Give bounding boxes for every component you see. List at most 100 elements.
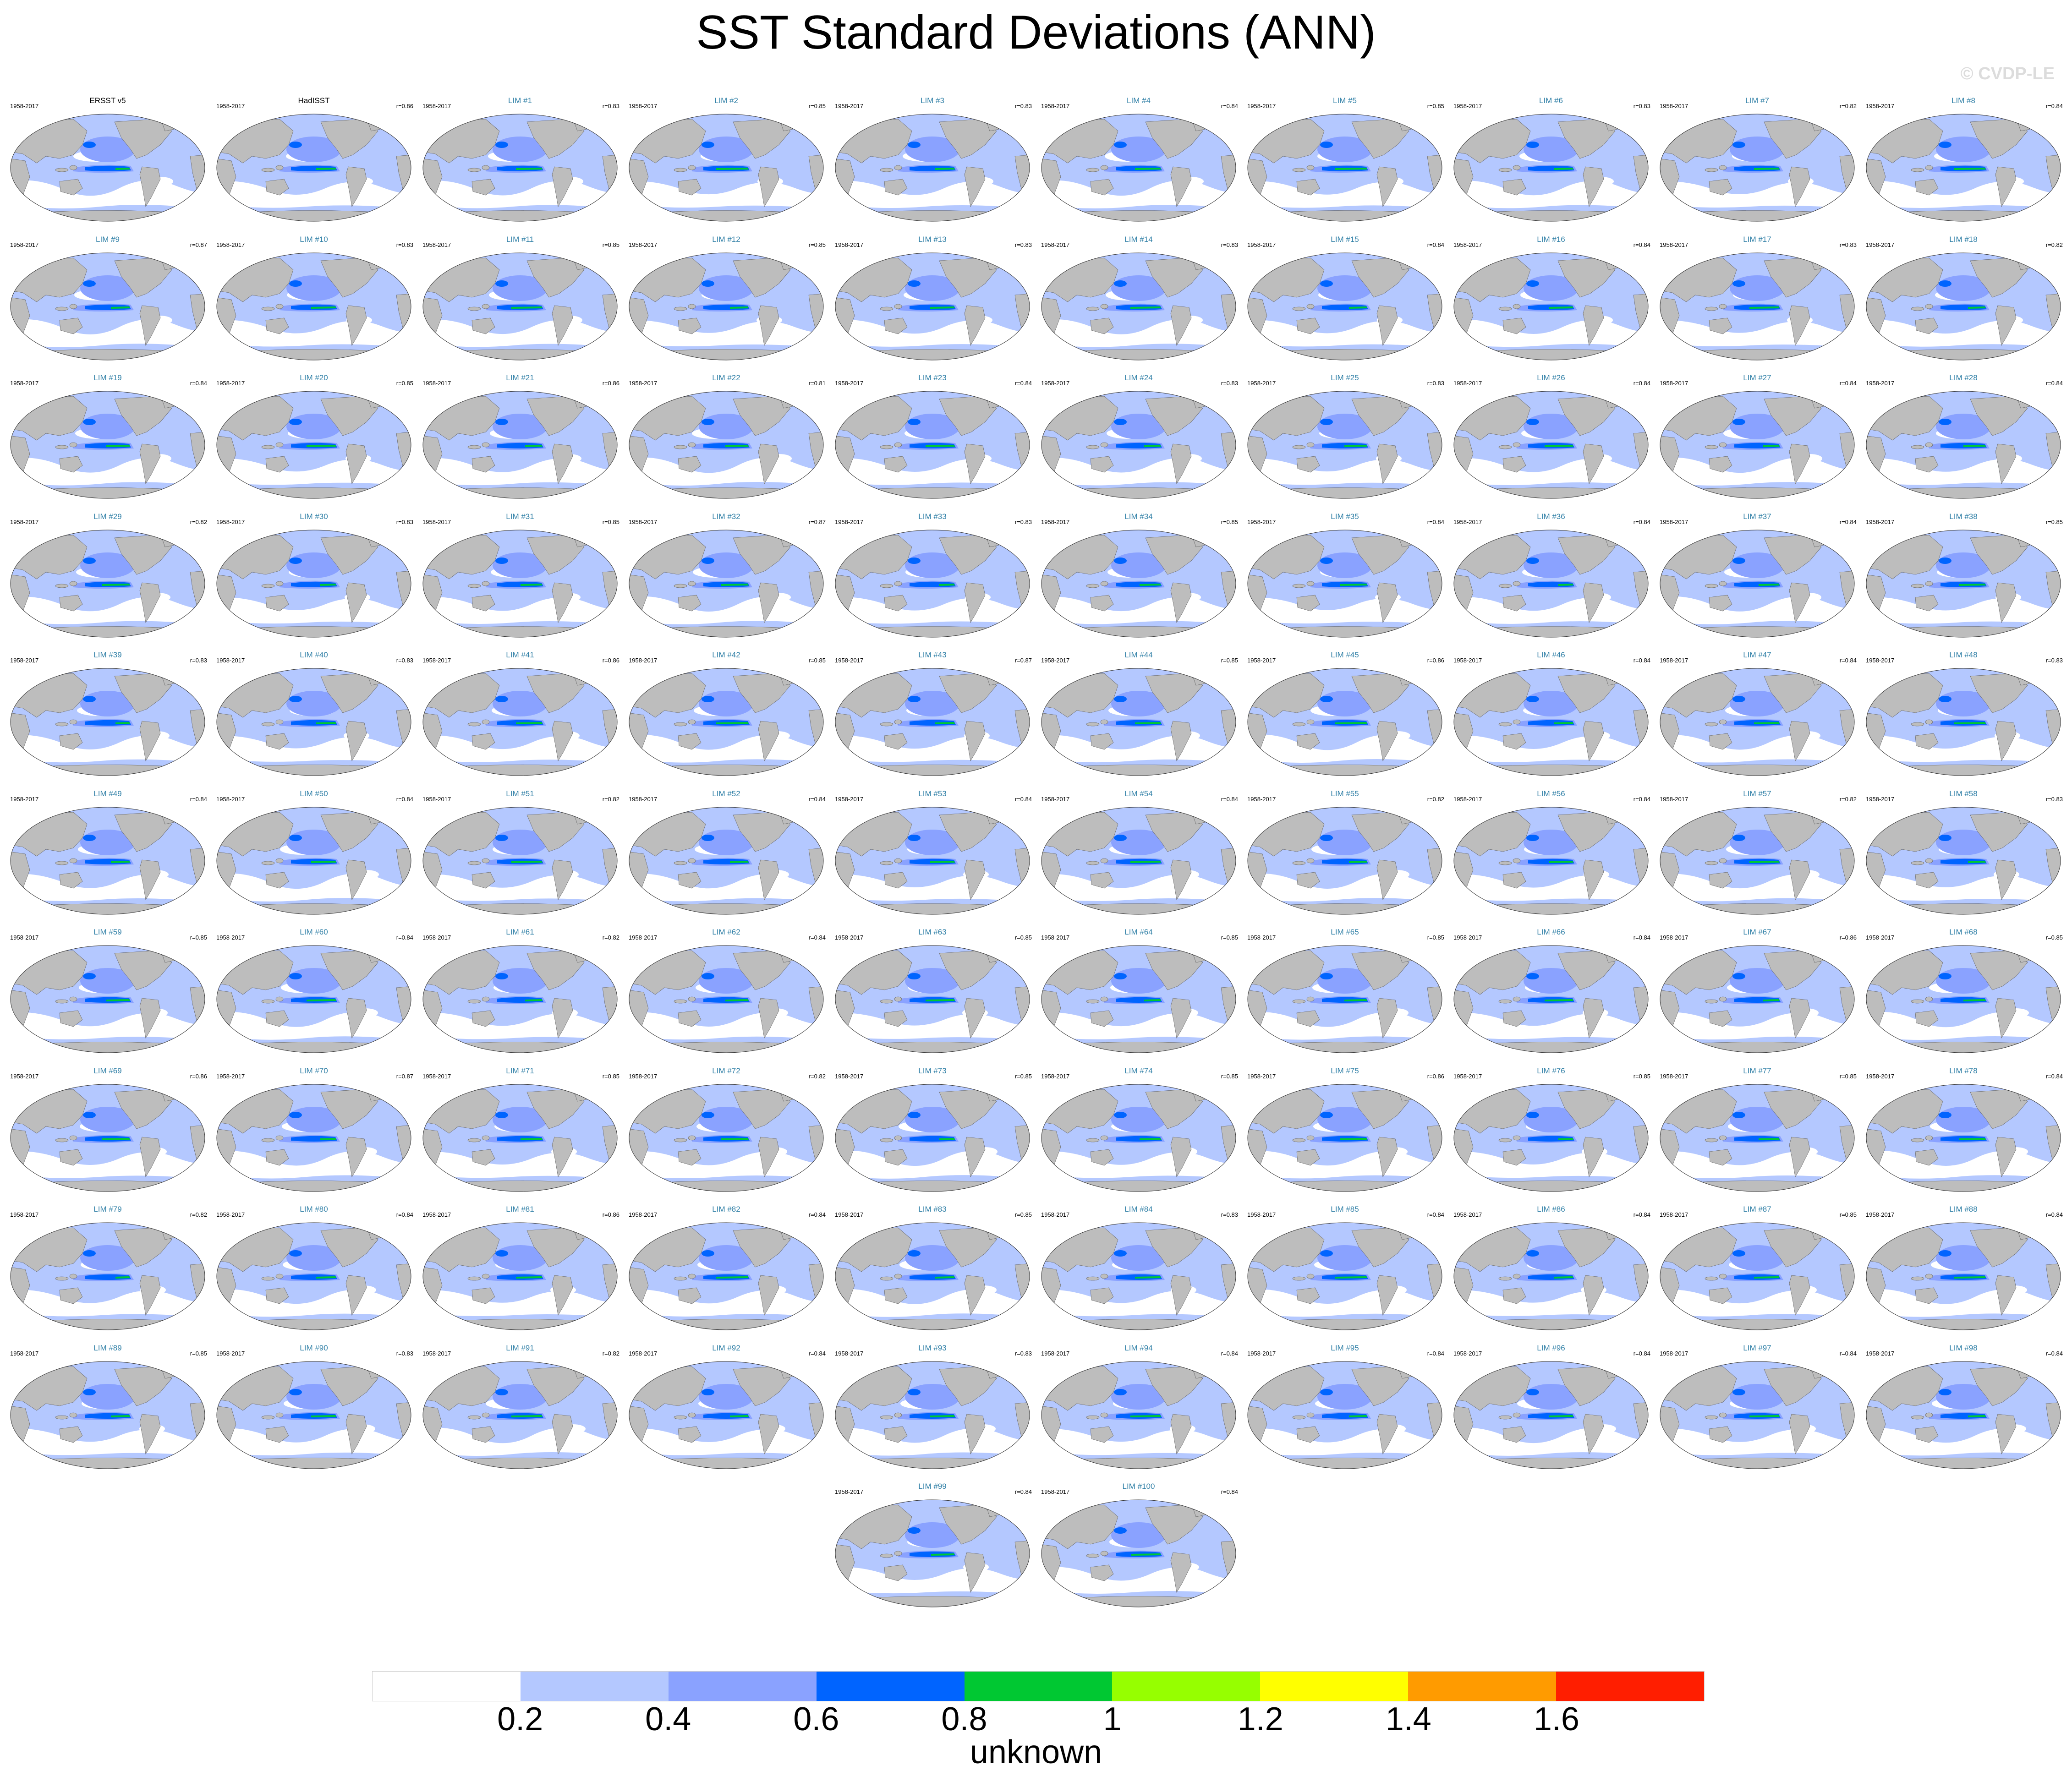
sst-map	[1660, 945, 1855, 1053]
panel-title: LIM #23	[918, 373, 947, 382]
panel-title: HadISST	[298, 96, 330, 105]
panel-title: LIM #60	[300, 928, 328, 936]
panel-period: 1958-2017	[835, 657, 864, 664]
panel-title: LIM #61	[506, 928, 534, 936]
pattern-correlation: r=0.85	[808, 241, 826, 248]
map-panel: 1958-2017 LIM #33 r=0.83	[829, 508, 1036, 645]
pattern-correlation: r=0.86	[396, 103, 413, 109]
map-panel: 1958-2017 LIM #58 r=0.83	[1860, 785, 2067, 922]
panel-period: 1958-2017	[629, 1350, 658, 1357]
sst-map	[1041, 252, 1236, 360]
map-panel: 1958-2017 LIM #18 r=0.82	[1860, 230, 2067, 368]
map-panel: 1958-2017 LIM #62 r=0.84	[623, 923, 829, 1060]
pattern-correlation: r=0.85	[1014, 934, 1032, 941]
panel-period: 1958-2017	[629, 657, 658, 664]
pattern-correlation: r=0.83	[1014, 103, 1032, 109]
map-panel: 1958-2017 LIM #23 r=0.84	[829, 369, 1036, 506]
panel-title: LIM #2	[714, 96, 738, 105]
panel-period: 1958-2017	[1041, 1350, 1070, 1357]
panel-title: LIM #88	[1949, 1205, 1978, 1214]
sst-map	[1247, 1361, 1442, 1469]
pattern-correlation: r=0.84	[2045, 380, 2063, 387]
copyright-label: © CVDP-LE	[1960, 64, 2055, 83]
sst-map	[835, 1361, 1030, 1469]
panel-period: 1958-2017	[1660, 1072, 1688, 1080]
panel-period: 1958-2017	[1453, 518, 1482, 525]
map-panel: 1958-2017 LIM #64 r=0.85	[1036, 923, 1242, 1060]
map-panel: 1958-2017 LIM #43 r=0.87	[829, 646, 1036, 783]
sst-map	[1866, 1084, 2061, 1192]
pattern-correlation: r=0.82	[808, 1072, 826, 1080]
map-panel: 1958-2017 LIM #25 r=0.83	[1242, 369, 1448, 506]
colorbar-box	[668, 1672, 817, 1701]
pattern-correlation: r=0.84	[1014, 1488, 1032, 1495]
panel-period: 1958-2017	[1660, 380, 1688, 387]
pattern-correlation: r=0.84	[1839, 380, 1857, 387]
panel-period: 1958-2017	[1866, 1211, 1895, 1218]
map-panel: 1958-2017 LIM #19 r=0.84	[5, 369, 211, 506]
panel-period: 1958-2017	[1866, 795, 1895, 803]
panel-title: LIM #90	[300, 1343, 328, 1352]
map-panel: 1958-2017 LIM #95 r=0.84	[1242, 1339, 1448, 1476]
panel-period: 1958-2017	[1660, 934, 1688, 941]
panel-period: 1958-2017	[216, 1072, 245, 1080]
map-panel: 1958-2017 LIM #53 r=0.84	[829, 785, 1036, 922]
pattern-correlation: r=0.87	[190, 241, 207, 248]
map-panel: 1958-2017 LIM #26 r=0.84	[1448, 369, 1654, 506]
panel-period: 1958-2017	[629, 518, 658, 525]
panel-period: 1958-2017	[216, 795, 245, 803]
panel-period: 1958-2017	[1660, 795, 1688, 803]
panel-period: 1958-2017	[216, 1350, 245, 1357]
panel-title: LIM #29	[93, 512, 122, 521]
pattern-correlation: r=0.82	[190, 1211, 207, 1218]
pattern-correlation: r=0.82	[602, 934, 619, 941]
panel-period: 1958-2017	[1041, 934, 1070, 941]
sst-map	[1866, 252, 2061, 360]
panel-period: 1958-2017	[835, 1350, 864, 1357]
panel-title: LIM #45	[1331, 650, 1359, 659]
panel-period: 1958-2017	[10, 657, 39, 664]
panel-title: LIM #35	[1331, 512, 1359, 521]
map-panel: 1958-2017 LIM #7 r=0.82	[1654, 92, 1860, 229]
map-panel: 1958-2017 LIM #72 r=0.82	[623, 1062, 829, 1199]
panel-title: LIM #81	[506, 1205, 534, 1214]
sst-map	[1660, 1222, 1855, 1330]
panel-period: 1958-2017	[10, 380, 39, 387]
panel-title: LIM #9	[96, 235, 120, 244]
panel-title: LIM #99	[918, 1482, 947, 1491]
sst-map	[1247, 1084, 1442, 1192]
map-panel: 1958-2017 LIM #10 r=0.83	[211, 230, 417, 368]
panel-title: LIM #1	[508, 96, 532, 105]
panel-title: LIM #83	[918, 1205, 947, 1214]
panel-title: LIM #77	[1743, 1066, 1771, 1075]
pattern-correlation: r=0.84	[1221, 1488, 1238, 1495]
pattern-correlation: r=0.84	[1633, 518, 1650, 525]
map-panel: 1958-2017 LIM #11 r=0.85	[417, 230, 623, 368]
pattern-correlation: r=0.83	[396, 1350, 413, 1357]
panel-title: LIM #47	[1743, 650, 1771, 659]
panel-period: 1958-2017	[1041, 103, 1070, 109]
panel-title: LIM #95	[1331, 1343, 1359, 1352]
pattern-correlation: r=0.85	[1839, 1072, 1857, 1080]
panel-title: LIM #44	[1124, 650, 1153, 659]
pattern-correlation: r=0.85	[396, 380, 413, 387]
panel-period: 1958-2017	[1041, 1072, 1070, 1080]
sst-map	[1866, 807, 2061, 914]
map-panel: 1958-2017 LIM #41 r=0.86	[417, 646, 623, 783]
map-panel: 1958-2017 LIM #13 r=0.83	[829, 230, 1036, 368]
pattern-correlation: r=0.86	[602, 1211, 619, 1218]
sst-map	[1660, 114, 1855, 222]
panel-period: 1958-2017	[422, 795, 451, 803]
map-panel: 1958-2017 LIM #87 r=0.85	[1654, 1200, 1860, 1338]
panel-title: LIM #93	[918, 1343, 947, 1352]
panel-period: 1958-2017	[835, 103, 864, 109]
sst-map	[1660, 252, 1855, 360]
map-panel: 1958-2017 LIM #74 r=0.85	[1036, 1062, 1242, 1199]
sst-map	[1866, 114, 2061, 222]
sst-map	[10, 668, 205, 776]
sst-map	[422, 1222, 618, 1330]
panel-period: 1958-2017	[216, 380, 245, 387]
map-panel: 1958-2017 LIM #31 r=0.85	[417, 508, 623, 645]
panel-period: 1958-2017	[1660, 518, 1688, 525]
pattern-correlation: r=0.84	[2045, 1072, 2063, 1080]
